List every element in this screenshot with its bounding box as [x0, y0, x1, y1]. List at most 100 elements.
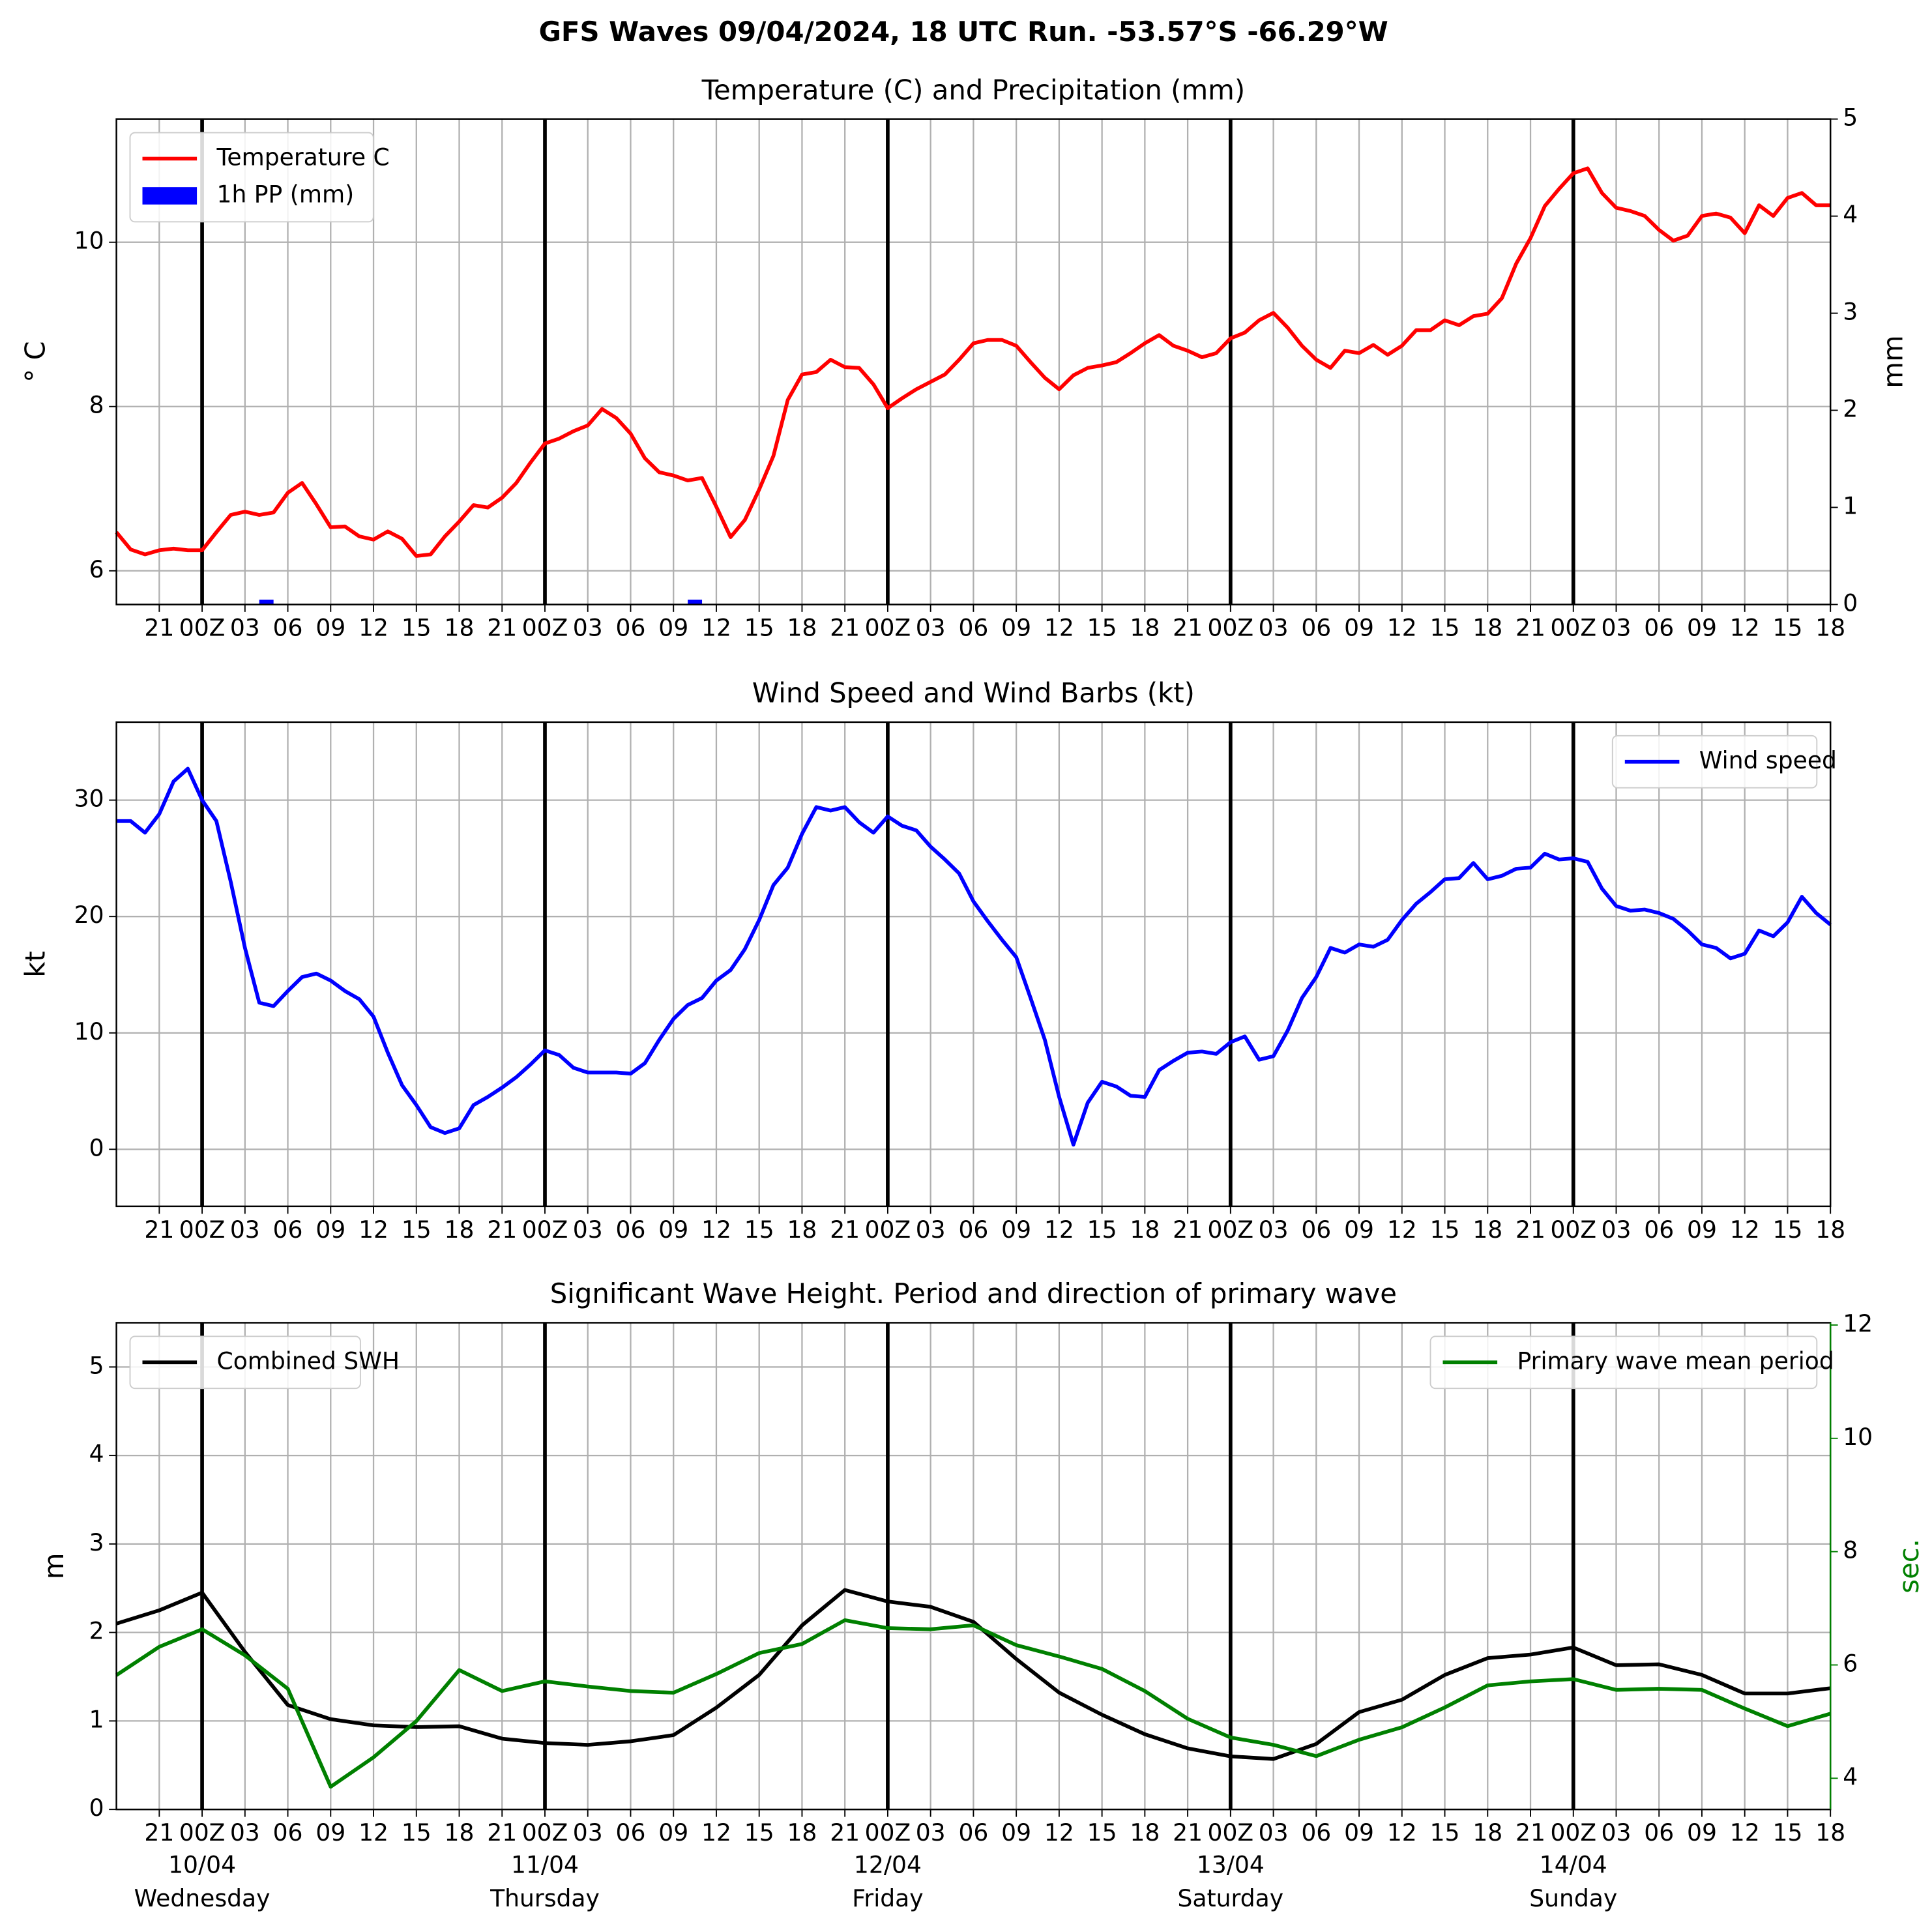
x-tick-label: 15 — [402, 614, 432, 641]
y2-axis-label: sec. — [1893, 1539, 1925, 1594]
x-tick-label: 03 — [573, 614, 603, 641]
y2-tick-label: 12 — [1843, 1310, 1873, 1337]
x-tick-label: 18 — [787, 1216, 817, 1244]
x-tick-label: 06 — [1644, 614, 1674, 641]
y-tick-label: 10 — [74, 227, 104, 255]
x-tick-label: 03 — [916, 1819, 946, 1846]
x-tick-label: 18 — [1472, 1216, 1502, 1244]
x-tick-label: 15 — [744, 614, 774, 641]
series-line — [115, 1588, 1831, 1761]
x-tick-label: 06 — [1301, 614, 1331, 641]
weekday-label: Saturday — [1178, 1885, 1284, 1912]
x-tick-label: 21 — [144, 1216, 174, 1244]
y-tick-label: 1 — [89, 1706, 104, 1733]
y-tick-label: 2 — [89, 1618, 104, 1645]
x-tick-label: 21 — [487, 1819, 517, 1846]
x-tick-label: 00Z — [179, 614, 226, 641]
x-tick-label: 12 — [1730, 614, 1760, 641]
x-tick-label: 12 — [701, 1216, 731, 1244]
x-tick-label: 00Z — [522, 1819, 568, 1846]
plot-frame — [115, 721, 1832, 1208]
date-label: 14/04 — [1540, 1852, 1607, 1879]
y2-tick-label: 4 — [1843, 201, 1858, 229]
x-tick-label: 03 — [916, 614, 946, 641]
x-tick-label: 03 — [1259, 1819, 1289, 1846]
y-tick-label: 4 — [89, 1440, 104, 1468]
x-tick-label: 15 — [402, 1819, 432, 1846]
weekday-label: Friday — [852, 1885, 923, 1912]
x-tick-label: 15 — [1430, 1819, 1460, 1846]
series-line — [115, 166, 1831, 558]
y-axis-label: kt — [20, 951, 51, 978]
y-tick-label: 0 — [89, 1134, 104, 1161]
x-tick-label: 03 — [230, 614, 260, 641]
x-tick-label: 00Z — [1208, 1819, 1254, 1846]
x-tick-label: 09 — [315, 1216, 345, 1244]
date-label: 12/04 — [854, 1852, 922, 1879]
x-tick-label: 12 — [1730, 1819, 1760, 1846]
x-tick-label: 18 — [1472, 614, 1502, 641]
y-tick-label: 30 — [74, 785, 104, 813]
y2-tick-label: 3 — [1843, 299, 1858, 326]
panel-title: Significant Wave Height. Period and dire… — [550, 1277, 1397, 1309]
x-tick-label: 21 — [487, 1216, 517, 1244]
x-tick-label: 12 — [1044, 614, 1074, 641]
y-tick-label: 3 — [89, 1529, 104, 1556]
y-tick-label: 6 — [89, 556, 104, 583]
y-tick-label: 5 — [89, 1352, 104, 1379]
x-tick-label: 18 — [445, 614, 475, 641]
y-tick-label: 10 — [74, 1018, 104, 1045]
x-tick-label: 21 — [830, 614, 860, 641]
x-tick-label: 09 — [315, 614, 345, 641]
x-tick-label: 18 — [1815, 1216, 1845, 1244]
x-tick-label: 18 — [787, 1819, 817, 1846]
series-line — [115, 1618, 1831, 1789]
x-tick-label: 18 — [1130, 1216, 1160, 1244]
x-tick-label: 18 — [445, 1216, 475, 1244]
legend-label: Primary wave mean period — [1517, 1347, 1834, 1375]
x-tick-label: 09 — [658, 614, 688, 641]
x-tick-label: 15 — [1087, 614, 1117, 641]
date-label: 11/04 — [511, 1852, 579, 1879]
y2-tick-label: 1 — [1843, 492, 1858, 519]
y-tick-label: 0 — [89, 1794, 104, 1822]
x-tick-label: 06 — [616, 1819, 646, 1846]
x-tick-label: 12 — [701, 614, 731, 641]
y-axis-label: ° C — [19, 341, 51, 382]
x-tick-label: 21 — [144, 1819, 174, 1846]
x-tick-label: 09 — [1344, 1819, 1374, 1846]
y2-tick-label: 8 — [1843, 1537, 1858, 1564]
x-tick-label: 00Z — [1550, 1216, 1596, 1244]
bar — [688, 600, 703, 605]
x-tick-label: 18 — [1815, 1819, 1845, 1846]
x-tick-label: 21 — [1173, 1216, 1203, 1244]
x-tick-label: 06 — [958, 1216, 988, 1244]
x-tick-label: 03 — [230, 1216, 260, 1244]
x-tick-label: 15 — [1772, 614, 1802, 641]
panel-title: Temperature (C) and Precipitation (mm) — [701, 74, 1246, 106]
x-tick-label: 06 — [1301, 1216, 1331, 1244]
x-tick-label: 00Z — [1550, 614, 1596, 641]
x-tick-label: 00Z — [865, 614, 911, 641]
x-tick-label: 12 — [1387, 614, 1417, 641]
x-tick-label: 00Z — [865, 1819, 911, 1846]
weekday-label: Thursday — [490, 1885, 600, 1912]
x-tick-label: 21 — [830, 1819, 860, 1846]
x-tick-label: 03 — [1602, 614, 1632, 641]
x-tick-label: 21 — [1515, 1216, 1545, 1244]
x-tick-label: 12 — [1387, 1216, 1417, 1244]
x-tick-label: 03 — [573, 1819, 603, 1846]
x-tick-label: 09 — [1001, 614, 1031, 641]
x-tick-label: 09 — [1344, 1216, 1374, 1244]
y-tick-label: 8 — [89, 392, 104, 419]
plot-frame — [115, 118, 1832, 606]
x-tick-label: 15 — [402, 1216, 432, 1244]
y-axis-label: m — [38, 1553, 70, 1579]
x-tick-label: 03 — [230, 1819, 260, 1846]
legend-swatch — [142, 187, 198, 205]
x-tick-label: 15 — [1087, 1216, 1117, 1244]
x-tick-label: 09 — [658, 1216, 688, 1244]
x-tick-label: 21 — [144, 614, 174, 641]
legend-box — [1611, 735, 1818, 789]
